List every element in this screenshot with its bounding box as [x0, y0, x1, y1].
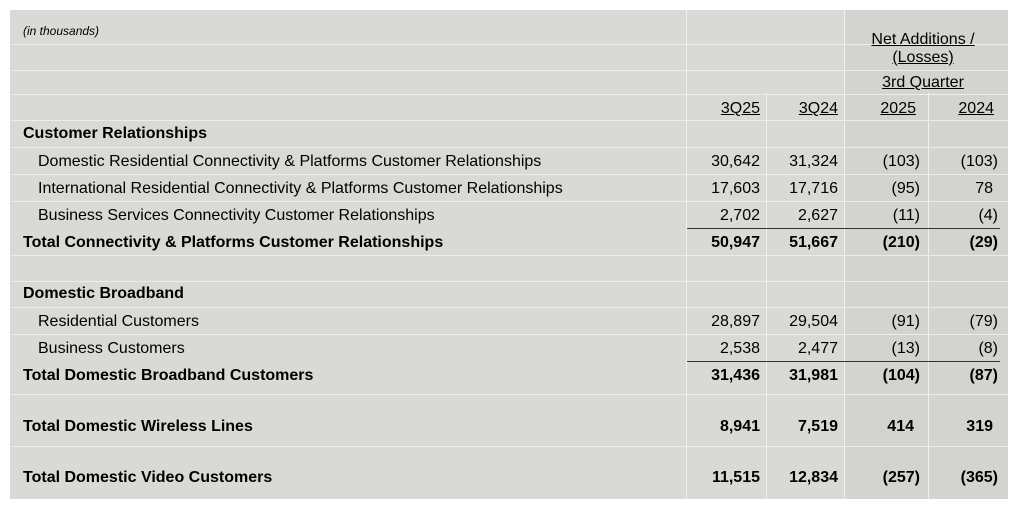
- cell: (103): [882, 153, 920, 170]
- net-additions-shade: [845, 10, 1008, 499]
- cell: 29,504: [789, 313, 838, 330]
- total-cell: 8,941: [719, 418, 760, 435]
- total-cell: (257): [882, 469, 920, 486]
- total-cell: 50,947: [711, 234, 760, 251]
- row-sep: [10, 44, 1008, 45]
- total-cell: (104): [882, 367, 920, 384]
- total-rule: [687, 228, 1000, 229]
- total-cell: (210): [882, 234, 920, 251]
- cell: (11): [892, 207, 920, 224]
- row-sep: [10, 201, 1008, 202]
- cell: (79): [969, 313, 998, 330]
- row-label: Business Customers: [38, 340, 185, 357]
- row-sep: [10, 174, 1008, 175]
- total-cell: 11,515: [711, 469, 760, 486]
- row-sep: [10, 147, 1008, 148]
- cell: 17,716: [789, 180, 838, 197]
- row-sep: [10, 394, 1008, 395]
- col-header-3q24: 3Q24: [798, 100, 838, 117]
- row-sep: [10, 94, 1008, 95]
- total-label: Total Domestic Video Customers: [23, 469, 273, 486]
- row-sep: [10, 255, 1008, 256]
- row-sep: [10, 120, 1008, 121]
- row-sep: [10, 307, 1008, 308]
- cell: 31,324: [789, 153, 838, 170]
- cell: (13): [891, 340, 920, 357]
- losses-header: (Losses): [892, 49, 954, 66]
- section-title: Customer Relationships: [23, 125, 208, 142]
- total-cell: (29): [969, 234, 998, 251]
- cell: 2,702: [719, 207, 760, 224]
- col-header-2025: 2025: [880, 100, 916, 117]
- total-cell: 319: [966, 418, 993, 435]
- total-cell: 7,519: [797, 418, 838, 435]
- row-label: Domestic Residential Connectivity & Plat…: [38, 153, 542, 170]
- col-sep: [766, 92, 767, 499]
- units-note: (in thousands): [23, 24, 100, 38]
- row-sep: [10, 70, 1008, 71]
- col-sep: [928, 92, 929, 499]
- cell: 17,603: [711, 180, 760, 197]
- total-label: Total Domestic Broadband Customers: [23, 367, 314, 384]
- total-cell: 414: [887, 418, 914, 435]
- row-label: Residential Customers: [38, 313, 199, 330]
- total-cell: (365): [960, 469, 998, 486]
- row-label: International Residential Connectivity &…: [38, 180, 563, 197]
- total-cell: 51,667: [789, 234, 838, 251]
- section-title: Domestic Broadband: [23, 285, 184, 302]
- cell: (8): [978, 340, 998, 357]
- row-sep: [10, 334, 1008, 335]
- total-label: Total Domestic Wireless Lines: [23, 418, 253, 435]
- cell: (4): [978, 207, 998, 224]
- cell: 28,897: [711, 313, 760, 330]
- cell: 2,477: [797, 340, 838, 357]
- net-additions-header: Net Additions /: [871, 31, 975, 48]
- quarter-header: 3rd Quarter: [882, 74, 964, 91]
- row-label: Business Services Connectivity Customer …: [38, 207, 435, 224]
- col-sep: [686, 10, 687, 499]
- col-header-3q25: 3Q25: [720, 100, 760, 117]
- cell: (91): [891, 313, 920, 330]
- total-cell: 31,436: [711, 367, 760, 384]
- total-cell: (87): [969, 367, 998, 384]
- table-panel: [10, 10, 1008, 499]
- row-sep: [10, 446, 1008, 447]
- total-cell: 31,981: [789, 367, 838, 384]
- cell: 2,538: [719, 340, 760, 357]
- cell: 78: [975, 180, 993, 197]
- row-sep: [10, 281, 1008, 282]
- cell: 30,642: [711, 153, 760, 170]
- cell: 2,627: [797, 207, 838, 224]
- col-sep: [844, 10, 845, 499]
- total-cell: 12,834: [789, 469, 838, 486]
- total-rule: [687, 361, 1000, 362]
- cell: (103): [960, 153, 998, 170]
- col-header-2024: 2024: [958, 100, 994, 117]
- cell: (95): [891, 180, 920, 197]
- total-label: Total Connectivity & Platforms Customer …: [23, 234, 444, 251]
